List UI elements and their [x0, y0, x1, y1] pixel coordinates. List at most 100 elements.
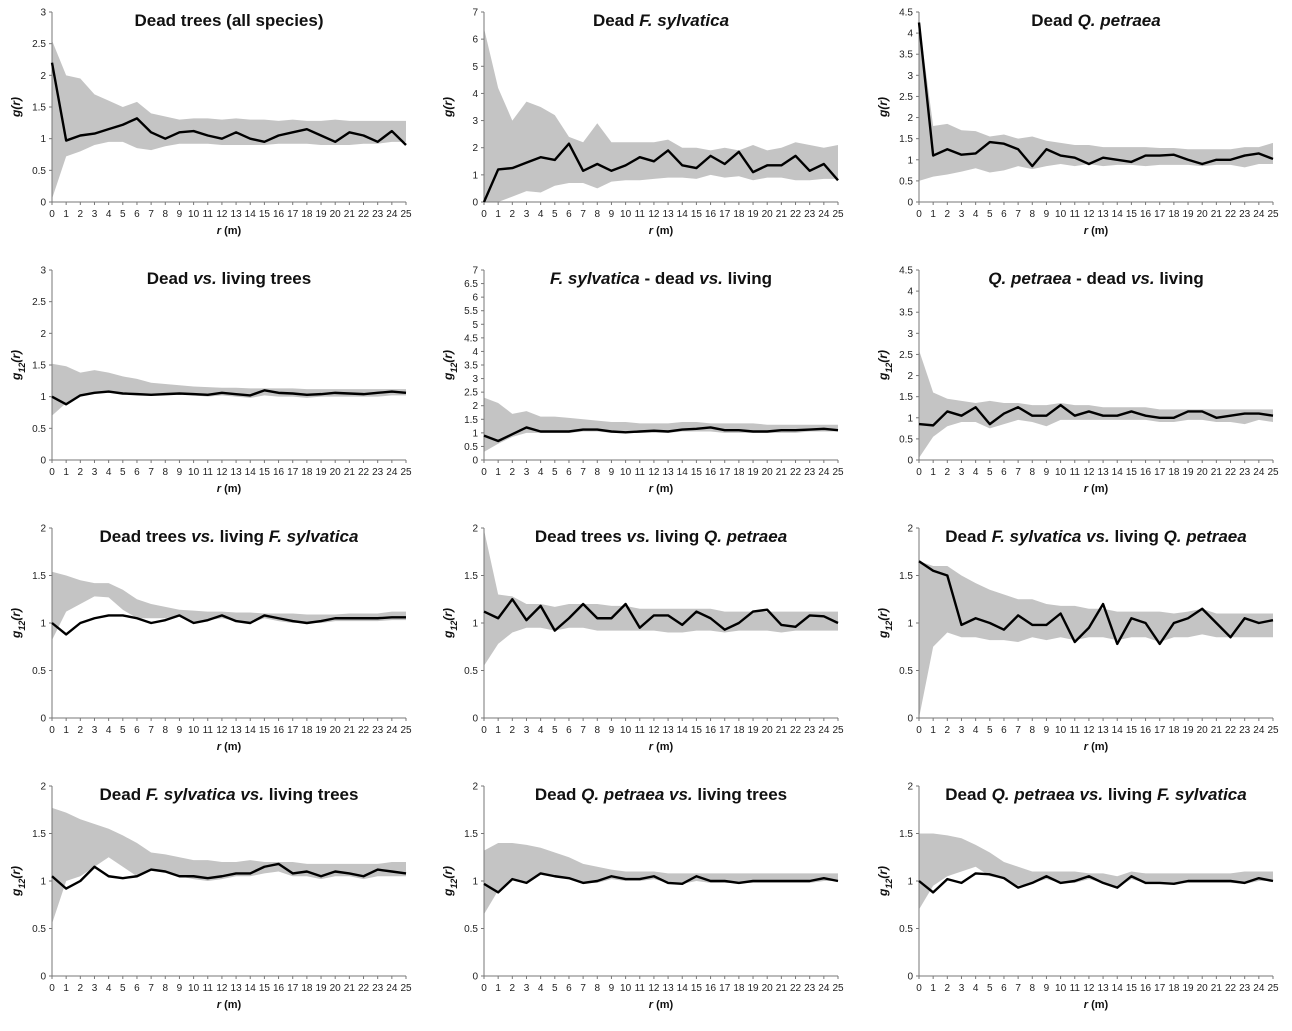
x-tick-label: 2: [78, 467, 84, 478]
y-tick-label: 2: [40, 782, 46, 793]
observed-line: [482, 142, 839, 203]
x-tick-label: 13: [231, 209, 243, 220]
x-tick-label: 22: [1225, 725, 1237, 736]
x-tick-label: 7: [148, 725, 154, 736]
x-tick-label: 10: [620, 467, 632, 478]
x-tick-label: 19: [747, 467, 759, 478]
y-tick-label: 5: [472, 62, 478, 73]
x-tick-label: 18: [733, 725, 745, 736]
x-tick-label: 12: [1083, 209, 1095, 220]
y-tick-label: 6: [472, 35, 478, 46]
x-tick-label: 24: [386, 983, 398, 994]
observed-line: [918, 560, 1274, 646]
y-tick-label: 0: [472, 714, 478, 725]
x-tick-label: 7: [148, 209, 154, 220]
x-tick-label: 21: [344, 983, 356, 994]
x-tick-label: 15: [259, 467, 271, 478]
x-tick-label: 3: [959, 983, 965, 994]
x-tick-label: 19: [315, 983, 327, 994]
x-tick-label: 2: [78, 983, 84, 994]
x-tick-label: 14: [1112, 209, 1124, 220]
x-tick-label: 22: [358, 725, 370, 736]
observed-line: [917, 22, 1274, 168]
x-axis-label: r (m): [217, 741, 242, 753]
y-tick-label: 2: [40, 329, 46, 340]
x-tick-label: 5: [987, 209, 993, 220]
chart-title: Dead F. sylvatica: [593, 11, 729, 30]
x-tick-label: 2: [510, 725, 516, 736]
x-tick-label: 18: [733, 983, 745, 994]
x-tick-label: 0: [49, 467, 55, 478]
x-tick-label: 9: [177, 467, 183, 478]
x-tick-label: 23: [1239, 209, 1251, 220]
y-tick-label: 2: [907, 524, 913, 535]
x-tick-label: 20: [330, 725, 342, 736]
x-tick-label: 14: [1112, 725, 1124, 736]
x-tick-label: 23: [804, 725, 816, 736]
x-tick-label: 20: [1197, 983, 1209, 994]
x-tick-label: 22: [790, 209, 802, 220]
x-tick-label: 6: [134, 725, 140, 736]
y-tick-label: 1: [472, 619, 478, 630]
x-tick-label: 25: [1267, 983, 1279, 994]
x-tick-label: 24: [818, 467, 830, 478]
x-tick-label: 18: [733, 209, 745, 220]
x-tick-label: 6: [1001, 209, 1007, 220]
x-tick-label: 13: [231, 983, 243, 994]
chart-panel-11: 00.511.520 1 2 3 4 5 6 7 8 9 10 11 12 13 14 15 16 17 18 19 2…: [441, 782, 844, 1012]
x-tick-label: 25: [400, 725, 412, 736]
x-tick-label: 18: [733, 467, 745, 478]
x-tick-label: 0: [481, 467, 487, 478]
simulation-envelope: [484, 529, 838, 666]
x-tick-label: 23: [372, 467, 384, 478]
x-tick-label: 12: [216, 467, 228, 478]
x-tick-label: 24: [818, 725, 830, 736]
x-tick-label: 13: [231, 467, 243, 478]
x-tick-label: 12: [648, 467, 660, 478]
x-tick-label: 24: [1253, 725, 1265, 736]
x-tick-label: 8: [594, 983, 600, 994]
x-tick-label: 14: [1112, 983, 1124, 994]
x-tick-label: 6: [566, 467, 572, 478]
y-tick-label: 0: [907, 456, 913, 467]
x-axis-label: r (m): [1084, 225, 1109, 237]
x-tick-label: 11: [203, 983, 214, 994]
x-tick-label: 3: [524, 209, 530, 220]
y-axis-label: g12(r): [876, 608, 894, 639]
x-tick-label: 8: [1029, 725, 1035, 736]
y-axis-label: g12(r): [441, 350, 459, 381]
x-axis-label: r (m): [1084, 999, 1109, 1011]
x-tick-label: 1: [495, 467, 501, 478]
observed-line: [50, 62, 407, 146]
y-axis-label: g12(r): [441, 608, 459, 639]
x-tick-label: 13: [663, 467, 675, 478]
y-tick-label: 4: [907, 287, 913, 298]
x-tick-label: 11: [635, 725, 646, 736]
x-tick-label: 2: [945, 467, 951, 478]
x-tick-label: 15: [1126, 725, 1138, 736]
x-tick-label: 25: [1267, 209, 1279, 220]
x-tick-label: 17: [719, 725, 731, 736]
x-tick-label: 4: [538, 467, 544, 478]
y-axis-label: g(r): [441, 97, 455, 118]
y-tick-label: 1: [907, 877, 913, 888]
x-tick-label: 12: [1083, 725, 1095, 736]
x-tick-label: 6: [1001, 983, 1007, 994]
x-tick-label: 8: [1029, 983, 1035, 994]
x-tick-label: 20: [330, 209, 342, 220]
observed-line: [918, 403, 1274, 427]
x-tick-label: 24: [1253, 983, 1265, 994]
x-tick-label: 24: [1253, 467, 1265, 478]
x-tick-label: 1: [495, 725, 501, 736]
x-tick-label: 18: [301, 467, 313, 478]
y-tick-label: 4: [472, 347, 478, 358]
x-tick-label: 22: [790, 983, 802, 994]
y-tick-label: 0.5: [464, 442, 478, 453]
observed-line: [51, 862, 407, 890]
chart-panel-10: 00.511.520 1 2 3 4 5 6 7 8 9 10 11 12 13 14 15 16 17 18 19 2…: [9, 782, 412, 1012]
x-tick-label: 22: [1225, 467, 1237, 478]
x-tick-label: 11: [203, 467, 214, 478]
x-tick-label: 1: [930, 467, 936, 478]
x-tick-label: 15: [1126, 467, 1138, 478]
x-tick-label: 16: [273, 467, 285, 478]
